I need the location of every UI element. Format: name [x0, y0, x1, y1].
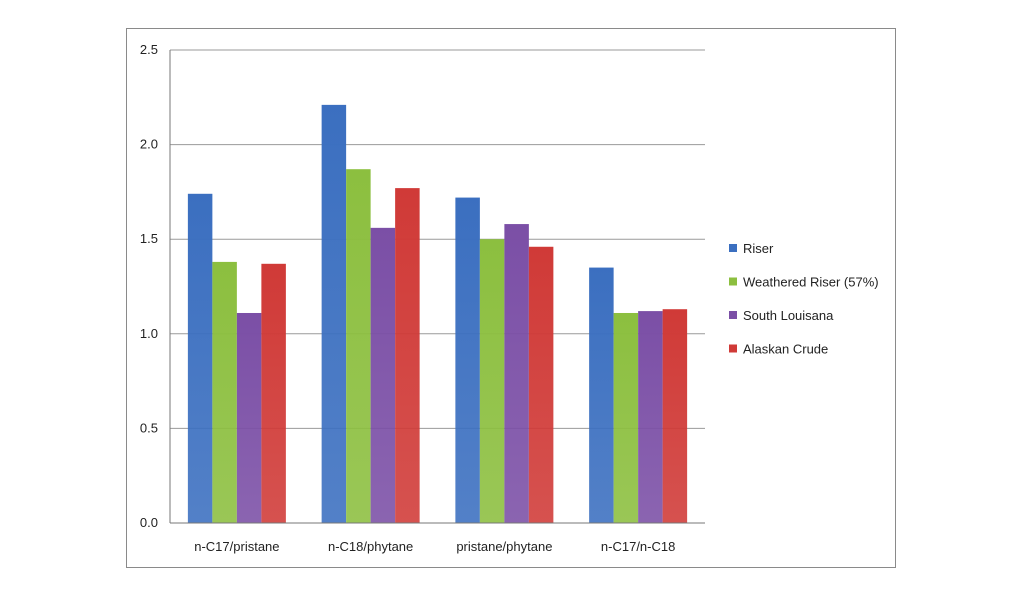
y-tick-label: 2.0 [140, 137, 158, 152]
bar-south-louisana-2 [504, 224, 529, 523]
bar-south-louisana-0 [236, 312, 262, 523]
legend-label: Alaskan Crude [743, 342, 828, 357]
bar-riser-0 [187, 193, 213, 524]
x-tick-label: n-C17/n-C18 [601, 539, 675, 554]
legend: Riser Weathered Riser (57%) South Louisana… [729, 241, 879, 357]
bars [187, 104, 688, 524]
x-tick-label: pristane/phytane [456, 539, 552, 554]
legend-swatch [729, 277, 737, 286]
bar-alaskan-crude-1 [395, 188, 420, 523]
bar-alaskan-crude-3 [662, 309, 688, 523]
bar-south-louisana-3 [638, 311, 663, 523]
bar-riser-2 [455, 197, 480, 524]
axes: 0.0 0.5 1.0 1.5 2.0 2.5 n-C17/pristane n-C18/ph… [140, 42, 705, 554]
y-tick-label: 0.0 [140, 515, 158, 530]
x-tick-label: n-C17/pristane [194, 539, 279, 554]
bar-chart: 0.0 0.5 1.0 1.5 2.0 2.5 n-C17/pristane n-C18/ph… [140, 42, 879, 554]
bar-riser-3 [589, 267, 614, 523]
bar-weathered-riser-57--3 [613, 312, 639, 523]
x-tick-label: n-C18/phytane [328, 539, 413, 554]
bar-south-louisana-1 [370, 227, 396, 523]
legend-swatch [729, 344, 737, 353]
bar-weathered-riser-57--1 [346, 169, 371, 524]
bar-weathered-riser-57--0 [212, 261, 237, 523]
bar-riser-1 [321, 104, 347, 524]
bar-alaskan-crude-0 [261, 263, 286, 523]
bar-alaskan-crude-2 [528, 246, 554, 523]
chart-frame: 0.0 0.5 1.0 1.5 2.0 2.5 n-C17/pristane n-C18/ph… [126, 28, 896, 568]
legend-label: Riser [743, 241, 774, 256]
y-tick-label: 2.5 [140, 42, 158, 57]
y-tick-label: 1.5 [140, 231, 158, 246]
legend-swatch [729, 311, 737, 319]
bar-weathered-riser-57--2 [479, 239, 505, 523]
legend-label: South Louisana [743, 308, 834, 323]
legend-label: Weathered Riser (57%) [743, 275, 879, 290]
y-tick-label: 0.5 [140, 420, 158, 435]
y-tick-label: 1.0 [140, 326, 158, 341]
legend-swatch [729, 244, 737, 252]
